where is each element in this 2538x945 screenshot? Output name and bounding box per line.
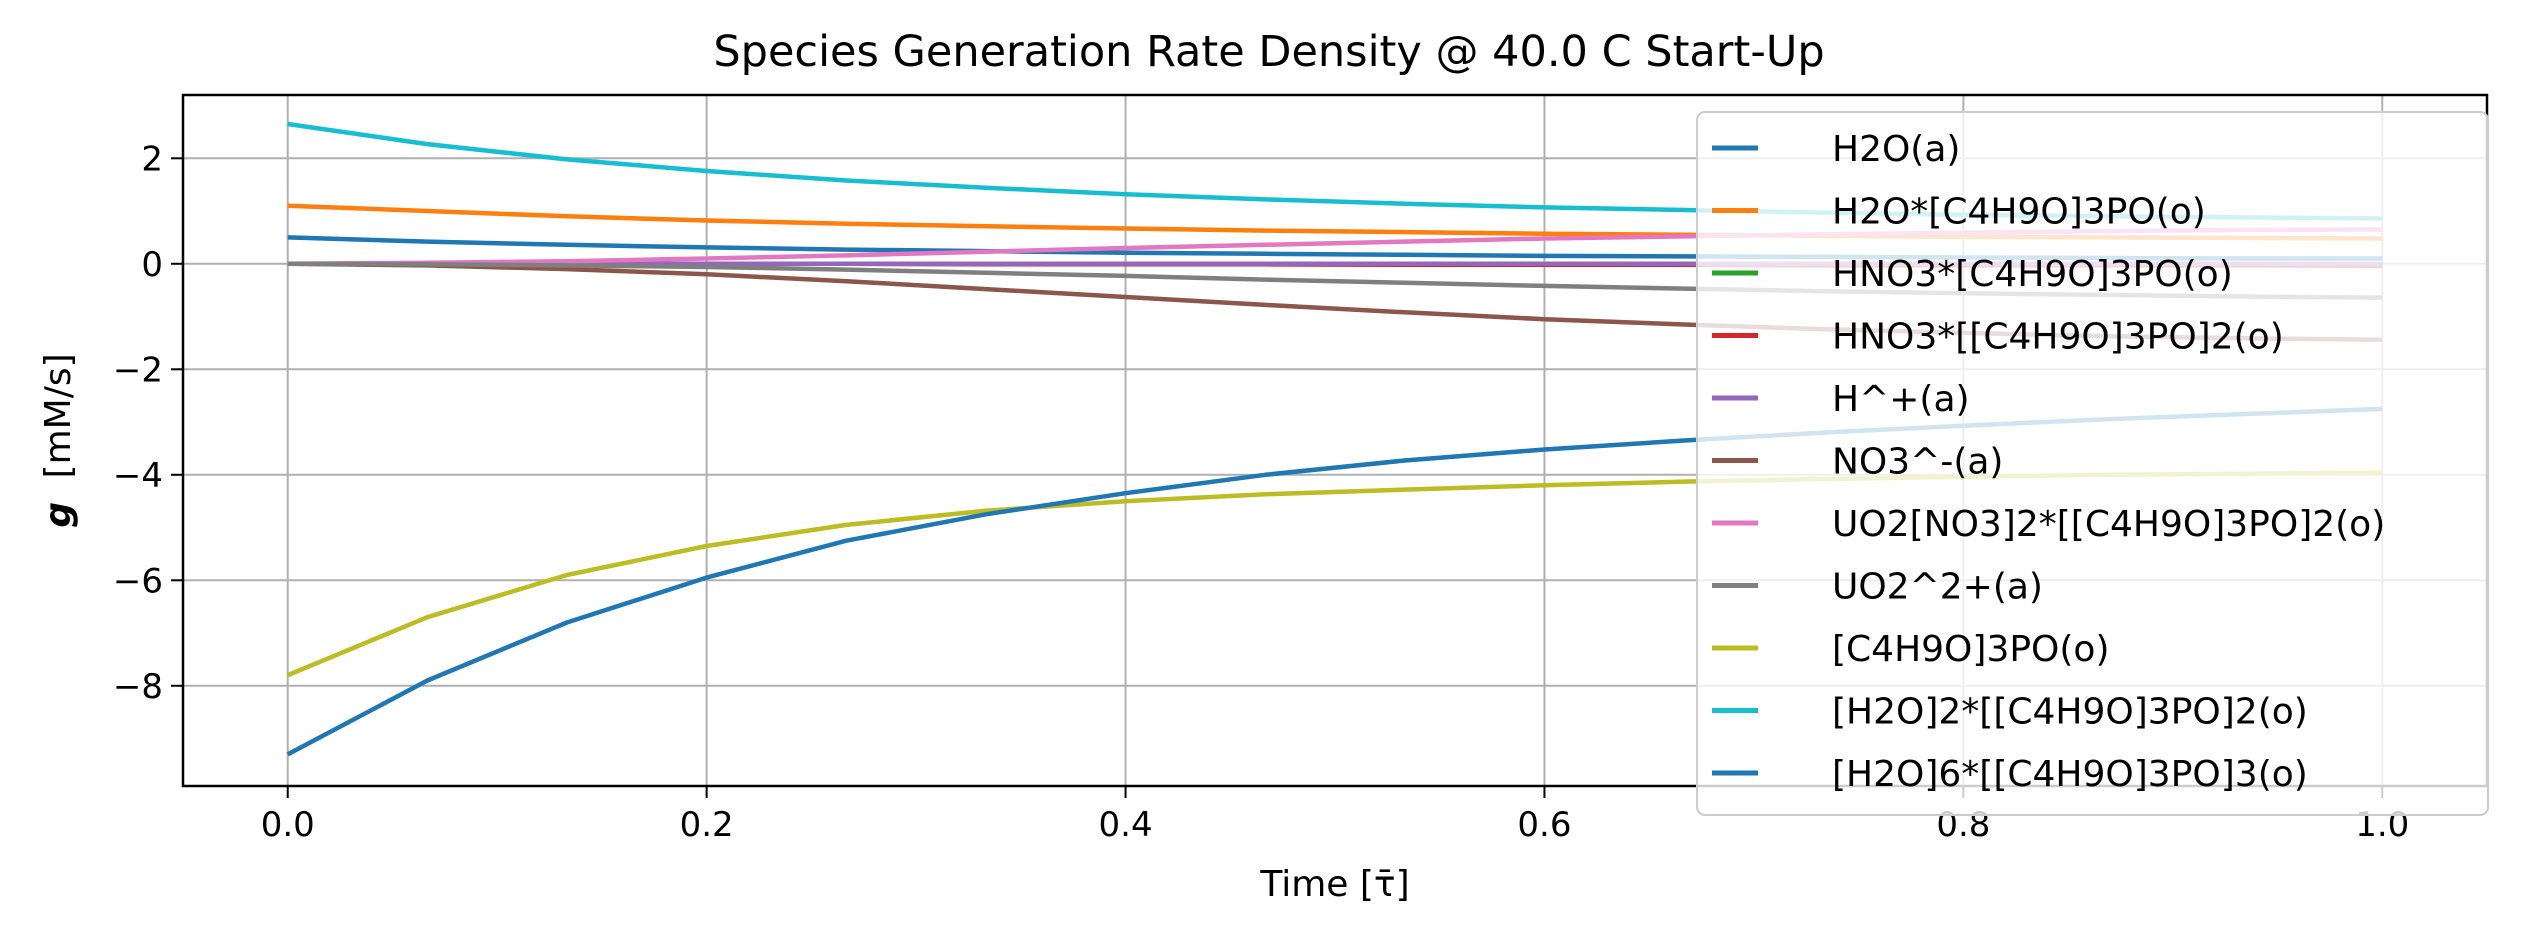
legend-label: H^+(a) — [1832, 379, 1970, 420]
legend-label: H2O*[C4H9O]3PO(o) — [1832, 192, 2206, 233]
legend-label: [C4H9O]3PO(o) — [1832, 629, 2110, 670]
y-axis-unit: [mM/s] — [38, 353, 79, 478]
x-tick-label: 0.4 — [1099, 805, 1153, 845]
legend-label: NO3^-(a) — [1832, 442, 2003, 483]
y-tick-label: 0 — [141, 245, 163, 285]
legend-label: HNO3*[[C4H9O]3PO]2(o) — [1832, 317, 2284, 358]
legend-label: H2O(a) — [1832, 129, 1960, 170]
y-tick-label: −8 — [113, 667, 163, 707]
legend-label: UO2^2+(a) — [1832, 567, 2043, 608]
x-tick-label: 0.0 — [261, 805, 315, 845]
y-tick-label: −4 — [113, 456, 163, 496]
y-tick-label: −6 — [113, 561, 163, 601]
legend-box — [1696, 111, 2489, 816]
y-tick-label: 2 — [141, 139, 163, 179]
y-axis-symbol: g — [38, 502, 79, 528]
x-tick-label: 0.2 — [680, 805, 734, 845]
legend-label: [H2O]6*[[C4H9O]3PO]3(o) — [1832, 754, 2308, 795]
x-axis-label: Time [τ̄] — [1259, 864, 1409, 905]
chart-title: Species Generation Rate Density @ 40.0 C… — [713, 27, 1824, 77]
y-tick-label: −2 — [113, 350, 163, 390]
x-tick-label: 0.6 — [1517, 805, 1571, 845]
legend: H2O(a) H2O*[C4H9O]3PO(o) HNO3*[C4H9O]3PO(o… — [1696, 111, 2489, 816]
legend-label: UO2[NO3]2*[[C4H9O]3PO]2(o) — [1832, 504, 2385, 545]
y-axis-label: g [mM/s] — [38, 353, 79, 527]
legend-label: HNO3*[C4H9O]3PO(o) — [1832, 254, 2233, 295]
legend-label: [H2O]2*[[C4H9O]3PO]2(o) — [1832, 692, 2308, 733]
